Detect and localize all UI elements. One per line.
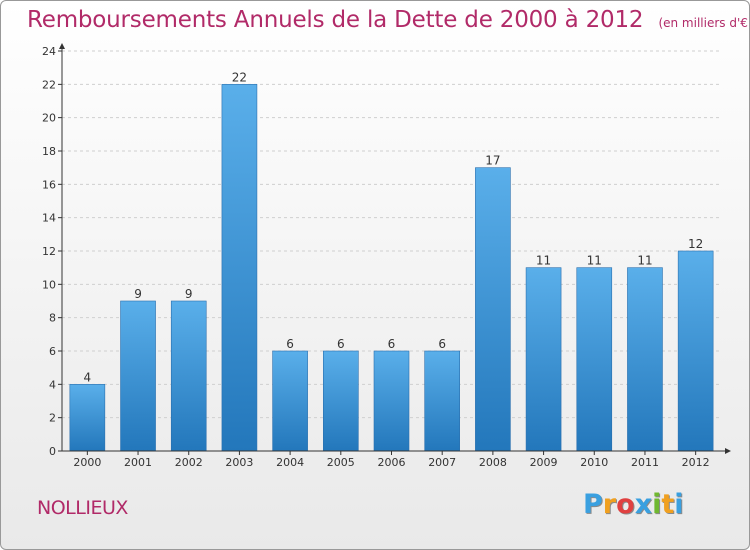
y-tick-label: 6	[49, 345, 56, 358]
bar-2005	[323, 350, 359, 452]
value-label-2010: 11	[587, 254, 602, 268]
bar-2001	[120, 300, 156, 452]
bar-2010	[576, 267, 613, 452]
logo-letter: i	[674, 489, 684, 520]
x-tick-label-2011: 2011	[631, 456, 659, 469]
value-label-2009: 11	[536, 254, 551, 268]
value-label-2000: 4	[84, 370, 92, 384]
chart-title: Remboursements Annuels de la Dette de 20…	[27, 7, 644, 33]
title-line: Remboursements Annuels de la Dette de 20…	[27, 7, 750, 33]
x-tick-label-2002: 2002	[175, 456, 203, 469]
y-tick-label: 22	[42, 78, 56, 91]
bar-2009	[525, 267, 562, 452]
x-axis-arrow	[725, 448, 731, 454]
bar-2008	[475, 167, 511, 452]
bar-2003	[221, 84, 258, 452]
x-tick-label-2012: 2012	[682, 456, 710, 469]
x-tick-label-2010: 2010	[580, 456, 608, 469]
bar-2004	[272, 350, 308, 452]
value-label-2012: 12	[688, 237, 703, 251]
y-tick-label: 8	[49, 312, 56, 325]
x-tick-label-2000: 2000	[73, 456, 101, 469]
x-tick-label-2005: 2005	[327, 456, 355, 469]
y-tick-label: 0	[49, 445, 56, 458]
proxiti-logo: Proxiti	[583, 489, 684, 520]
bar-2011	[627, 267, 663, 452]
x-tick-label-2009: 2009	[530, 456, 558, 469]
x-tick-label-2001: 2001	[124, 456, 152, 469]
y-tick-label: 24	[42, 45, 56, 58]
value-label-2004: 6	[286, 337, 294, 351]
y-tick-label: 2	[49, 412, 56, 425]
y-tick-label: 20	[42, 112, 56, 125]
bar-2000	[69, 384, 106, 452]
value-label-2002: 9	[185, 287, 193, 301]
bar-2002	[170, 300, 207, 452]
value-label-2011: 11	[637, 254, 652, 268]
logo-letter: r	[602, 489, 617, 520]
y-tick-label: 16	[42, 178, 56, 191]
logo-letter: x	[634, 489, 653, 520]
bar-2006	[373, 350, 410, 452]
x-tick-label-2006: 2006	[378, 456, 406, 469]
value-label-2006: 6	[388, 337, 396, 351]
y-tick-label: 14	[42, 212, 56, 225]
x-tick-label-2003: 2003	[225, 456, 253, 469]
commune-name: NOLLIEUX	[37, 497, 128, 519]
x-tick-label-2007: 2007	[428, 456, 456, 469]
x-tick-label-2004: 2004	[276, 456, 304, 469]
x-tick-label-2008: 2008	[479, 456, 507, 469]
logo-letter: i	[652, 489, 662, 520]
y-tick-label: 12	[42, 245, 56, 258]
value-label-2007: 6	[438, 337, 446, 351]
y-tick-label: 4	[49, 378, 56, 391]
chart-unit: (en milliers d'€)	[658, 16, 750, 30]
bar-2012	[677, 250, 714, 452]
value-label-2001: 9	[134, 287, 142, 301]
value-label-2008: 17	[485, 154, 500, 168]
bar-2007	[424, 350, 460, 452]
y-axis-arrow	[59, 43, 65, 49]
value-label-2005: 6	[337, 337, 345, 351]
logo-letter: P	[583, 489, 603, 520]
value-label-2003: 22	[232, 70, 247, 84]
logo-letter: t	[661, 489, 675, 520]
logo-letter: o	[616, 489, 635, 520]
y-tick-label: 10	[42, 278, 56, 291]
y-tick-label: 18	[42, 145, 56, 158]
